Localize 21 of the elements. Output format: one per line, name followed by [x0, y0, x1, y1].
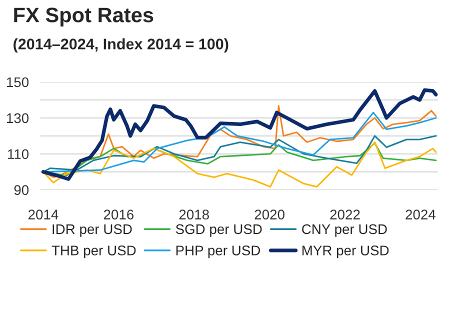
- y-tick-label: 150: [6, 77, 29, 88]
- legend-label: SGD per USD: [176, 224, 262, 237]
- legend-label: MYR per USD: [302, 246, 389, 258]
- y-tick-label: 90: [14, 185, 29, 196]
- chart-subtitle: (2014–2024, Index 2014 = 100): [14, 38, 228, 52]
- legend-label: CNY per USD: [302, 224, 387, 237]
- chart-title: FX Spot Rates: [14, 8, 154, 27]
- y-tick-label: 130: [6, 113, 29, 124]
- line-series: [41, 88, 438, 181]
- x-tick-label: 2020: [254, 210, 284, 220]
- legend-label: THB per USD: [52, 246, 136, 258]
- x-tick-label: 2018: [179, 210, 209, 220]
- legend-label: PHP per USD: [176, 246, 260, 258]
- legend-label: IDR per USD: [52, 224, 132, 237]
- x-tick-label: 2022: [330, 210, 360, 220]
- line-series: [42, 135, 437, 173]
- line-series: [42, 141, 437, 188]
- x-tick-label: 2024: [406, 210, 436, 220]
- x-tick-label: 2016: [104, 210, 134, 220]
- x-tick-label: 2014: [28, 210, 58, 220]
- y-tick-label: 110: [8, 149, 29, 160]
